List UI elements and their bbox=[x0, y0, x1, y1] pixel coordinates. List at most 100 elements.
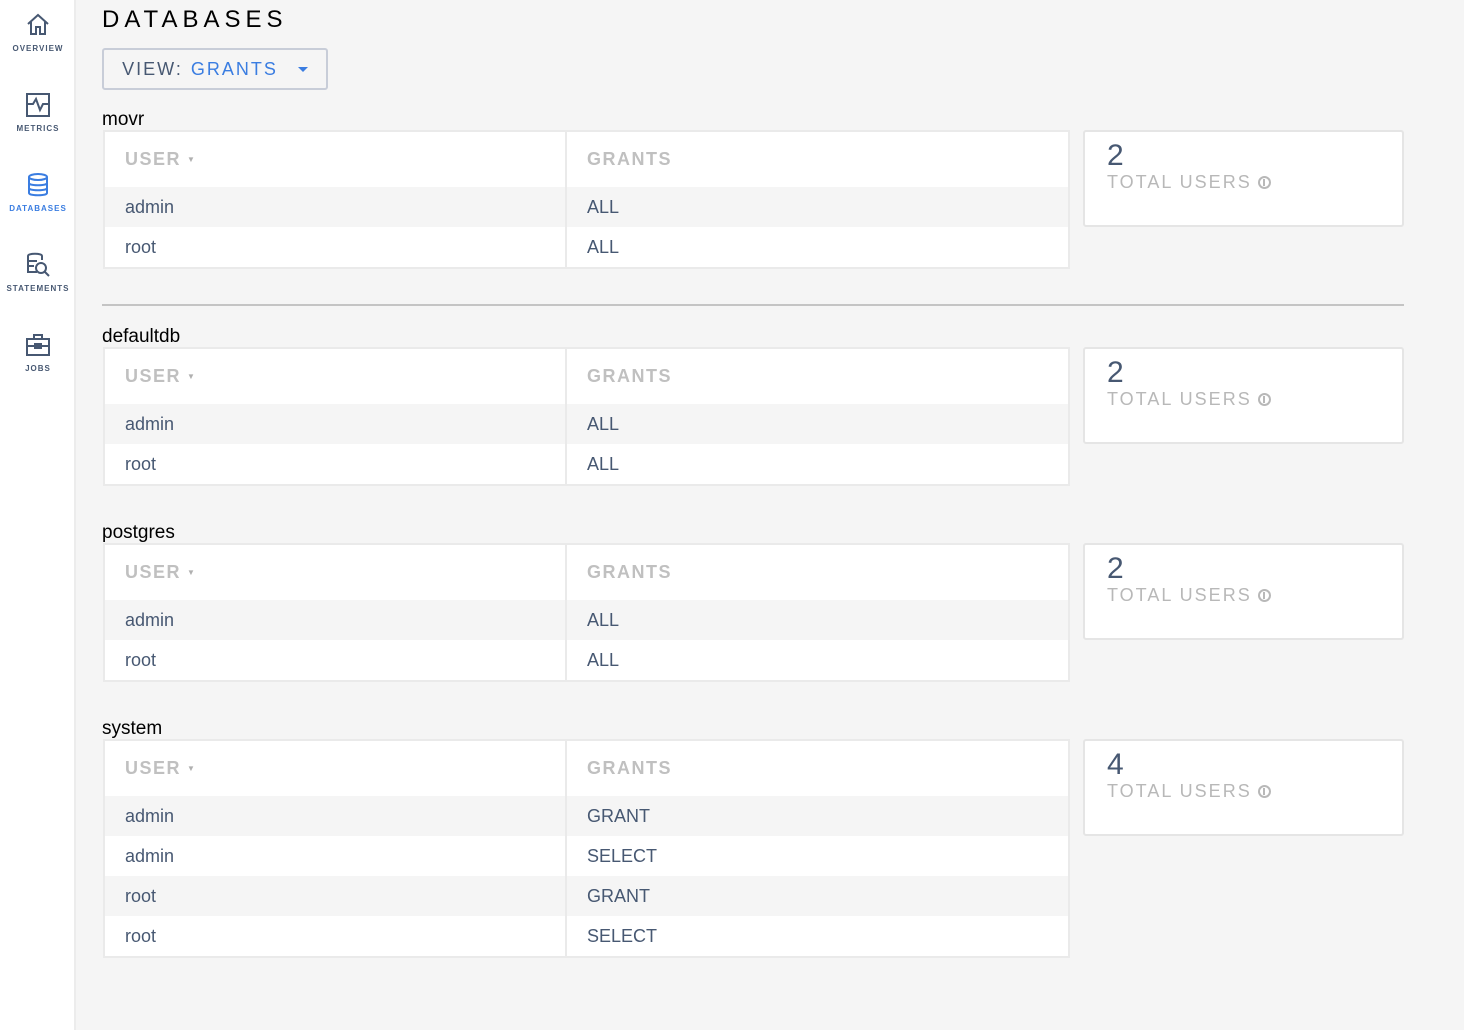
total-users-count: 2 bbox=[1107, 552, 1124, 585]
grants-table: USER ▼ GRANTS admin GRANT admin SELECT ro… bbox=[103, 739, 1070, 958]
sidebar-item-jobs[interactable]: JOBS bbox=[0, 332, 76, 373]
grants-table: USER ▼ GRANTS admin ALL root ALL bbox=[103, 130, 1070, 269]
table-row: admin SELECT bbox=[105, 836, 1068, 876]
total-users-card: 2 TOTAL USERS bbox=[1083, 543, 1404, 640]
column-label: USER bbox=[125, 758, 182, 778]
total-users-label: TOTAL USERS bbox=[1107, 172, 1252, 192]
info-icon[interactable] bbox=[1257, 393, 1271, 406]
sort-caret-icon: ▼ bbox=[187, 372, 197, 381]
total-users-count: 4 bbox=[1107, 748, 1124, 781]
user-column-header[interactable]: USER ▼ bbox=[105, 545, 567, 600]
database-name: defaultdb bbox=[102, 326, 181, 347]
column-label: GRANTS bbox=[587, 562, 672, 582]
jobs-icon bbox=[26, 334, 50, 356]
user-cell: root bbox=[125, 236, 157, 257]
grant-cell: GRANT bbox=[587, 805, 650, 826]
database-name: postgres bbox=[102, 522, 175, 543]
table-row: admin GRANT bbox=[105, 796, 1068, 836]
table-header: USER ▼ GRANTS bbox=[105, 130, 1068, 187]
column-label: USER bbox=[125, 562, 182, 582]
grant-cell: SELECT bbox=[587, 925, 658, 946]
grants-column-header: GRANTS bbox=[567, 349, 1068, 404]
grants-table: USER ▼ GRANTS admin ALL root ALL bbox=[103, 543, 1070, 682]
sort-caret-icon: ▼ bbox=[187, 764, 197, 773]
database-icon bbox=[28, 173, 48, 197]
page-title: DATABASES bbox=[102, 6, 288, 33]
database-section: defaultdb USER ▼ GRANTS admin ALL root AL… bbox=[102, 326, 1404, 486]
sidebar-item-statements[interactable]: STATEMENTS bbox=[0, 252, 76, 293]
info-icon[interactable] bbox=[1257, 176, 1271, 189]
info-icon[interactable] bbox=[1257, 785, 1271, 798]
home-icon bbox=[27, 13, 49, 35]
sidebar-item-label: DATABASES bbox=[9, 204, 67, 213]
database-name: movr bbox=[102, 109, 145, 130]
metrics-icon bbox=[26, 93, 50, 117]
user-cell: root bbox=[125, 885, 157, 906]
table-row: root GRANT bbox=[105, 876, 1068, 916]
table-row: admin ALL bbox=[105, 404, 1068, 444]
user-cell: admin bbox=[125, 609, 175, 630]
total-users-label: TOTAL USERS bbox=[1107, 389, 1252, 409]
database-section: postgres USER ▼ GRANTS admin ALL root ALL… bbox=[102, 522, 1404, 682]
sort-caret-icon: ▼ bbox=[187, 568, 197, 577]
database-name: system bbox=[102, 718, 163, 739]
column-label: GRANTS bbox=[587, 758, 672, 778]
grants-column-header: GRANTS bbox=[567, 545, 1068, 600]
user-cell: root bbox=[125, 649, 157, 670]
grants-column-header: GRANTS bbox=[567, 132, 1068, 187]
table-header: USER ▼ GRANTS bbox=[105, 347, 1068, 404]
total-users-card: 4 TOTAL USERS bbox=[1083, 739, 1404, 836]
user-column-header[interactable]: USER ▼ bbox=[105, 741, 567, 796]
user-cell: admin bbox=[125, 196, 175, 217]
info-icon[interactable] bbox=[1257, 589, 1271, 602]
view-value: GRANTS bbox=[190, 58, 278, 79]
grant-cell: ALL bbox=[587, 236, 620, 257]
grant-cell: ALL bbox=[587, 196, 620, 217]
user-cell: root bbox=[125, 453, 157, 474]
user-column-header[interactable]: USER ▼ bbox=[105, 349, 567, 404]
view-dropdown[interactable]: VIEW: GRANTS bbox=[102, 48, 328, 90]
grant-cell: ALL bbox=[587, 609, 620, 630]
view-label: VIEW: bbox=[122, 58, 183, 79]
sidebar-item-label: JOBS bbox=[25, 364, 51, 373]
caret-down-icon bbox=[297, 66, 308, 72]
sidebar-item-databases[interactable]: DATABASES bbox=[0, 172, 76, 213]
column-label: USER bbox=[125, 149, 182, 169]
sort-caret-icon: ▼ bbox=[187, 155, 197, 164]
user-cell: admin bbox=[125, 845, 175, 866]
total-users-label: TOTAL USERS bbox=[1107, 781, 1252, 801]
database-section: movr USER ▼ GRANTS admin ALL root ALL 2 T… bbox=[102, 109, 1404, 269]
total-users-label: TOTAL USERS bbox=[1107, 585, 1252, 605]
sidebar: OVERVIEW METRICS DATABASES STATEMENTS JO… bbox=[0, 0, 76, 1030]
table-row: root ALL bbox=[105, 444, 1068, 484]
sidebar-item-label: STATEMENTS bbox=[6, 284, 70, 293]
column-label: USER bbox=[125, 366, 182, 386]
total-users-count: 2 bbox=[1107, 356, 1124, 389]
total-users-count: 2 bbox=[1107, 139, 1124, 172]
table-row: root SELECT bbox=[105, 916, 1068, 956]
table-row: admin ALL bbox=[105, 187, 1068, 227]
sidebar-item-metrics[interactable]: METRICS bbox=[0, 92, 76, 133]
column-label: GRANTS bbox=[587, 366, 672, 386]
grant-cell: SELECT bbox=[587, 845, 658, 866]
column-label: GRANTS bbox=[587, 149, 672, 169]
grants-column-header: GRANTS bbox=[567, 741, 1068, 796]
user-cell: admin bbox=[125, 805, 175, 826]
database-section: system USER ▼ GRANTS admin GRANT admin SE… bbox=[102, 718, 1404, 958]
grant-cell: ALL bbox=[587, 453, 620, 474]
total-users-card: 2 TOTAL USERS bbox=[1083, 347, 1404, 444]
grant-cell: ALL bbox=[587, 649, 620, 670]
total-users-card: 2 TOTAL USERS bbox=[1083, 130, 1404, 227]
grant-cell: ALL bbox=[587, 413, 620, 434]
statements-icon bbox=[27, 252, 50, 277]
sidebar-item-overview[interactable]: OVERVIEW bbox=[0, 12, 76, 53]
user-column-header[interactable]: USER ▼ bbox=[105, 132, 567, 187]
table-row: root ALL bbox=[105, 640, 1068, 680]
divider bbox=[102, 304, 1404, 306]
sidebar-item-label: METRICS bbox=[16, 124, 60, 133]
grants-table: USER ▼ GRANTS admin ALL root ALL bbox=[103, 347, 1070, 486]
table-row: root ALL bbox=[105, 227, 1068, 267]
table-row: admin ALL bbox=[105, 600, 1068, 640]
table-header: USER ▼ GRANTS bbox=[105, 543, 1068, 600]
table-header: USER ▼ GRANTS bbox=[105, 739, 1068, 796]
